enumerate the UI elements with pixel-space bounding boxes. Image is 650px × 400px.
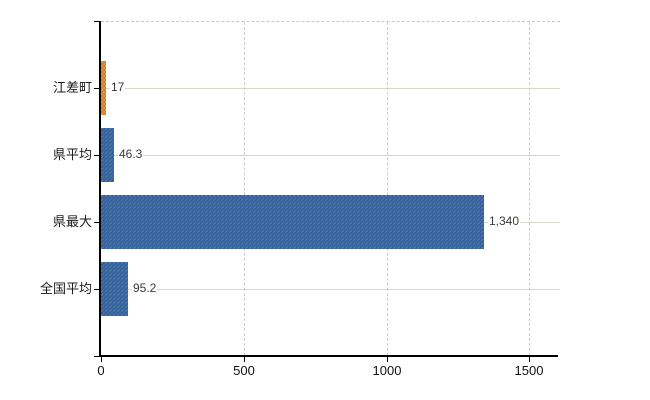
x-axis xyxy=(99,355,558,357)
value-label: 17 xyxy=(110,80,126,95)
gridline-vertical xyxy=(529,22,530,356)
category-label: 県最大 xyxy=(52,214,92,229)
category-label: 県平均 xyxy=(52,147,92,162)
y-tick-mark xyxy=(94,356,100,357)
plot-top-border xyxy=(101,21,560,22)
x-tick-label: 1500 xyxy=(514,363,544,378)
gridline-horizontal xyxy=(101,88,560,89)
y-axis xyxy=(99,21,101,357)
value-label: 1,340 xyxy=(488,214,521,229)
x-tick-mark xyxy=(101,357,102,362)
bar xyxy=(101,128,114,182)
category-label: 江差町 xyxy=(52,80,92,95)
gridline-vertical xyxy=(387,22,388,356)
gridline-vertical xyxy=(244,22,245,356)
x-tick-label: 500 xyxy=(233,363,255,378)
gridline-horizontal xyxy=(101,289,560,290)
bar xyxy=(101,61,106,115)
x-tick-mark xyxy=(387,357,388,362)
bar xyxy=(101,195,484,249)
gridline-horizontal xyxy=(101,155,560,156)
x-tick-label: 0 xyxy=(97,363,105,378)
x-tick-mark xyxy=(244,357,245,362)
value-label: 46.3 xyxy=(118,147,144,162)
bar xyxy=(101,262,128,316)
y-tick-mark xyxy=(94,21,100,22)
y-tick-mark xyxy=(94,222,100,223)
x-tick-mark xyxy=(529,357,530,362)
y-tick-mark xyxy=(94,88,100,89)
category-label: 全国平均 xyxy=(39,281,92,296)
y-tick-mark xyxy=(94,155,100,156)
value-label: 95.2 xyxy=(132,281,158,296)
x-tick-label: 1000 xyxy=(372,363,402,378)
y-tick-mark xyxy=(94,289,100,290)
